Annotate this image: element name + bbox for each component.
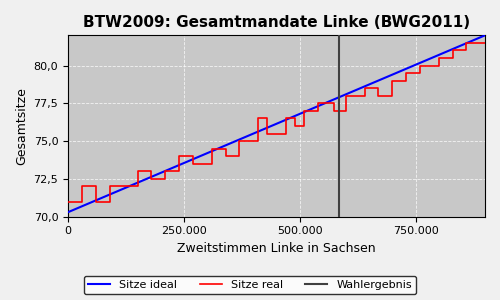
Sitze real (65, 200, 71, 203)
Sitze real (482, 41, 488, 45)
Sitze real (332, 109, 338, 113)
Title: BTW2009: Gesamtmandate Linke (BWG2011): BTW2009: Gesamtmandate Linke (BWG2011) (83, 15, 470, 30)
Y-axis label: Gesamtsitze: Gesamtsitze (15, 87, 28, 165)
Sitze real (376, 94, 382, 98)
Sitze real (464, 41, 469, 45)
X-axis label: Zweitstimmen Linke in Sachsen: Zweitstimmen Linke in Sachsen (177, 242, 376, 255)
Legend: Sitze ideal, Sitze real, Wahlergebnis: Sitze ideal, Sitze real, Wahlergebnis (84, 276, 416, 294)
Sitze real (79, 200, 85, 203)
Line: Sitze real: Sitze real (68, 43, 485, 202)
Sitze real (222, 154, 228, 158)
Sitze real (315, 102, 321, 105)
Sitze real (302, 124, 308, 128)
